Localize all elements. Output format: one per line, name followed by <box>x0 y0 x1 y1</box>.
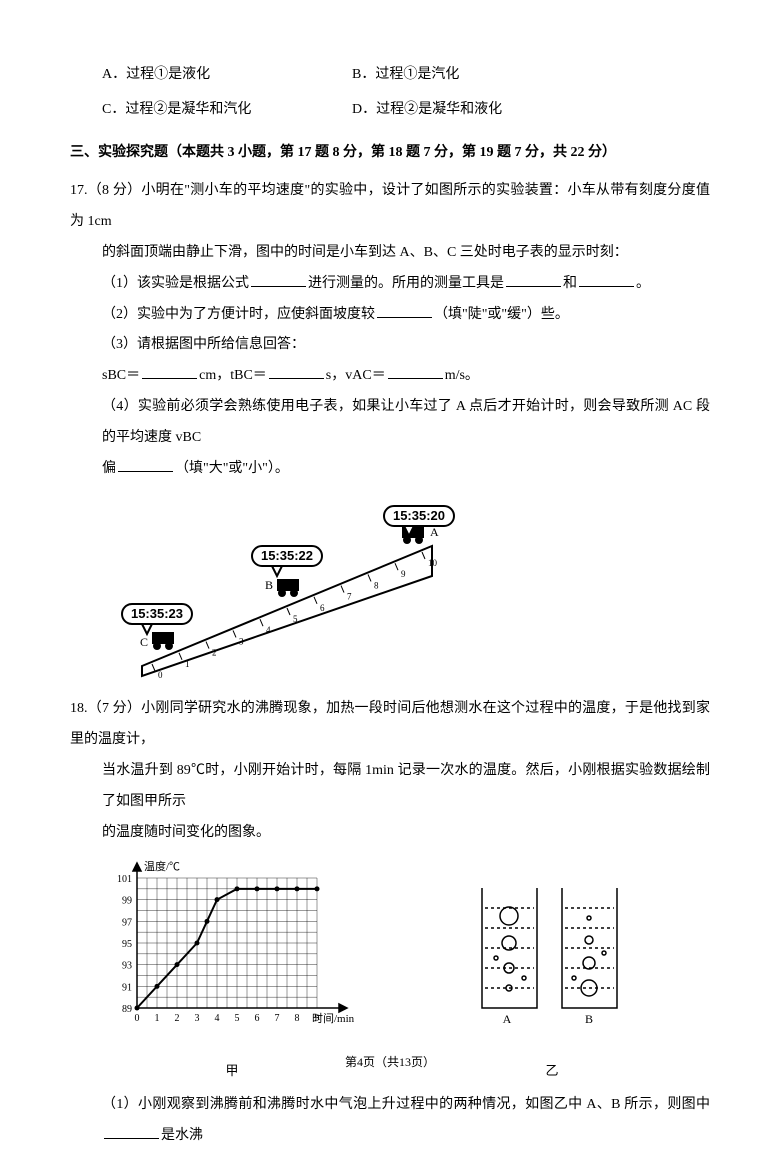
ramp-label-a: A <box>430 525 439 539</box>
svg-text:0: 0 <box>158 670 163 680</box>
q16-options-row-2: C．过程②是凝华和汽化 D．过程②是凝华和液化 <box>70 95 710 126</box>
q17-part3-answers: sBC＝ cm，tBC＝ s，vAC＝ m/s。 <box>70 361 710 392</box>
blank-tbc[interactable] <box>269 365 324 379</box>
svg-text:4: 4 <box>215 1013 220 1024</box>
blank-sbc[interactable] <box>142 365 197 379</box>
q17-p2-text-a: （2）实验中为了方便计时，应使斜面坡度较 <box>102 307 375 322</box>
svg-text:91: 91 <box>122 983 132 994</box>
q16-option-c[interactable]: C．过程②是凝华和汽化 <box>102 95 352 126</box>
svg-text:7: 7 <box>347 592 352 602</box>
svg-text:8: 8 <box>374 581 379 591</box>
q18-intro-line1: 18.（7 分）小刚同学研究水的沸腾现象，加热一段时间后他想测水在这个过程中的温… <box>70 694 710 756</box>
ramp-label-b: B <box>265 578 273 592</box>
blank-formula[interactable] <box>251 273 306 287</box>
svg-text:93: 93 <box>122 961 132 972</box>
q17-part3: （3）请根据图中所给信息回答： <box>70 330 710 361</box>
chart-y-label: 温度/℃ <box>144 859 180 873</box>
q17-p1-text-d: 。 <box>636 276 650 291</box>
q17: 17.（8 分）小明在"测小车的平均速度"的实验中，设计了如图所示的实验装置：小… <box>70 176 710 686</box>
q17-p3-tbc: cm，tBC＝ <box>199 368 267 383</box>
q17-p1-text-b: 进行测量的。所用的测量工具是 <box>308 276 504 291</box>
svg-text:5: 5 <box>293 614 298 624</box>
q17-p3-sbc: sBC＝ <box>102 368 140 383</box>
svg-text:6: 6 <box>255 1013 260 1024</box>
svg-text:6: 6 <box>320 603 325 613</box>
time-display-a: 15:35:20 <box>393 508 445 523</box>
blank-vac[interactable] <box>388 365 443 379</box>
q17-intro-line1: 17.（8 分）小明在"测小车的平均速度"的实验中，设计了如图所示的实验装置：小… <box>70 176 710 238</box>
q16-options-row-1: A．过程①是液化 B．过程①是汽化 <box>70 60 710 91</box>
q17-p4-text-b: 偏 <box>102 461 116 476</box>
svg-text:5: 5 <box>235 1013 240 1024</box>
svg-text:97: 97 <box>122 918 132 929</box>
q18-intro-line2: 当水温升到 89℃时，小刚开始计时，每隔 1min 记录一次水的温度。然后，小刚… <box>70 756 710 818</box>
q17-p1-text-c: 和 <box>563 276 577 291</box>
q17-p4-text-c: （填"大"或"小"）。 <box>175 461 289 476</box>
q17-p2-text-b: （填"陡"或"缓"）些。 <box>434 307 569 322</box>
svg-text:1: 1 <box>185 659 190 669</box>
blank-boiling-fig[interactable] <box>104 1125 159 1139</box>
page-footer: 第4页（共13页） <box>0 1049 780 1075</box>
blank-tool2[interactable] <box>579 273 634 287</box>
q16-option-d[interactable]: D．过程②是凝华和液化 <box>352 95 710 126</box>
blank-slope[interactable] <box>377 304 432 318</box>
svg-text:9: 9 <box>315 1013 320 1024</box>
q17-p1-text-a: （1）该实验是根据公式 <box>102 276 249 291</box>
svg-text:99: 99 <box>122 896 132 907</box>
svg-text:1: 1 <box>155 1013 160 1024</box>
svg-text:89: 89 <box>122 1004 132 1015</box>
q17-part4-line2: 偏 （填"大"或"小"）。 <box>70 454 710 485</box>
q18: 18.（7 分）小刚同学研究水的沸腾现象，加热一段时间后他想测水在这个过程中的温… <box>70 694 710 1151</box>
time-display-c: 15:35:23 <box>131 606 183 621</box>
q17-part1: （1）该实验是根据公式 进行测量的。所用的测量工具是 和 。 <box>70 269 710 300</box>
blank-tool1[interactable] <box>506 273 561 287</box>
svg-text:4: 4 <box>266 626 271 636</box>
q17-part4-line1: （4）实验前必须学会熟练使用电子表，如果让小车过了 A 点后才开始计时，则会导致… <box>70 392 710 454</box>
q16-option-b[interactable]: B．过程①是汽化 <box>352 60 710 91</box>
q17-p3-unit: m/s。 <box>445 368 479 383</box>
beaker-a-label: A <box>503 1012 512 1026</box>
svg-text:10: 10 <box>428 558 438 568</box>
svg-text:7: 7 <box>275 1013 280 1024</box>
svg-text:9: 9 <box>401 570 406 580</box>
ramp-label-c: C <box>140 635 148 649</box>
svg-text:95: 95 <box>122 939 132 950</box>
q18-p1-text-b: 是水沸 <box>161 1128 203 1143</box>
time-display-b: 15:35:22 <box>261 548 313 563</box>
q16-option-a[interactable]: A．过程①是液化 <box>102 60 352 91</box>
q18-part1: （1）小刚观察到沸腾前和沸腾时水中气泡上升过程中的两种情况，如图乙中 A、B 所… <box>70 1090 710 1151</box>
svg-text:101: 101 <box>117 874 132 885</box>
svg-text:2: 2 <box>212 648 217 658</box>
blank-bias[interactable] <box>118 458 173 472</box>
svg-text:8: 8 <box>295 1013 300 1024</box>
beaker-b-label: B <box>585 1012 593 1026</box>
q18-p1-text-a: （1）小刚观察到沸腾前和沸腾时水中气泡上升过程中的两种情况，如图乙中 A、B 所… <box>102 1097 710 1112</box>
q17-part2: （2）实验中为了方便计时，应使斜面坡度较 （填"陡"或"缓"）些。 <box>70 300 710 331</box>
q17-intro-line2: 的斜面顶端由静止下滑，图中的时间是小车到达 A、B、C 三处时电子表的显示时刻： <box>70 238 710 269</box>
svg-text:3: 3 <box>239 637 244 647</box>
q17-ramp-figure: 0 1 2 3 4 5 6 7 8 9 10 A B C <box>102 496 462 686</box>
section-3-header: 三、实验探究题（本题共 3 小题，第 17 题 8 分，第 18 题 7 分，第… <box>70 138 710 169</box>
q17-p3-vac: s，vAC＝ <box>326 368 386 383</box>
q18-intro-line3: 的温度随时间变化的图象。 <box>70 818 710 849</box>
svg-text:0: 0 <box>135 1013 140 1024</box>
svg-text:2: 2 <box>175 1013 180 1024</box>
svg-text:3: 3 <box>195 1013 200 1024</box>
